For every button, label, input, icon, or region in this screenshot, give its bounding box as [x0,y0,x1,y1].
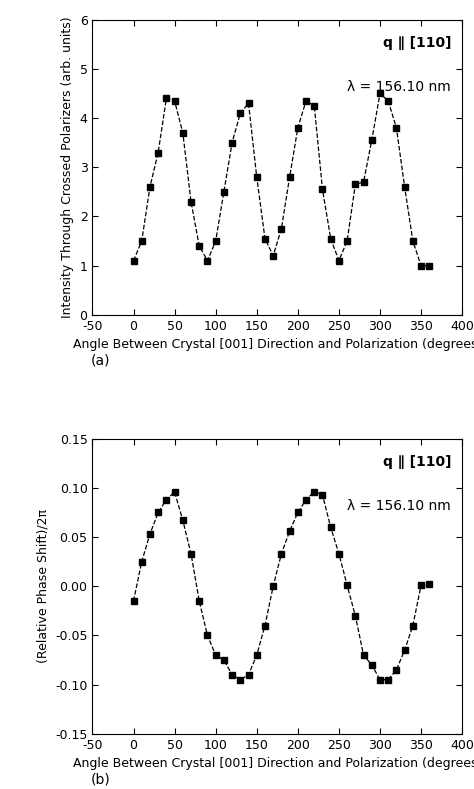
Text: (b): (b) [91,772,110,786]
Text: q ∥ [110]: q ∥ [110] [383,455,451,469]
X-axis label: Angle Between Crystal [001] Direction and Polarization (degrees): Angle Between Crystal [001] Direction an… [73,757,474,770]
Y-axis label: Intensity Through Crossed Polarizers (arb. units): Intensity Through Crossed Polarizers (ar… [61,17,74,318]
Text: λ = 156.10 nm: λ = 156.10 nm [347,499,451,513]
X-axis label: Angle Between Crystal [001] Direction and Polarization (degrees): Angle Between Crystal [001] Direction an… [73,338,474,351]
Text: (a): (a) [91,353,110,367]
Text: q ∥ [110]: q ∥ [110] [383,36,451,50]
Text: λ = 156.10 nm: λ = 156.10 nm [347,80,451,94]
Y-axis label: (Relative Phase Shift)/2π: (Relative Phase Shift)/2π [36,509,49,664]
